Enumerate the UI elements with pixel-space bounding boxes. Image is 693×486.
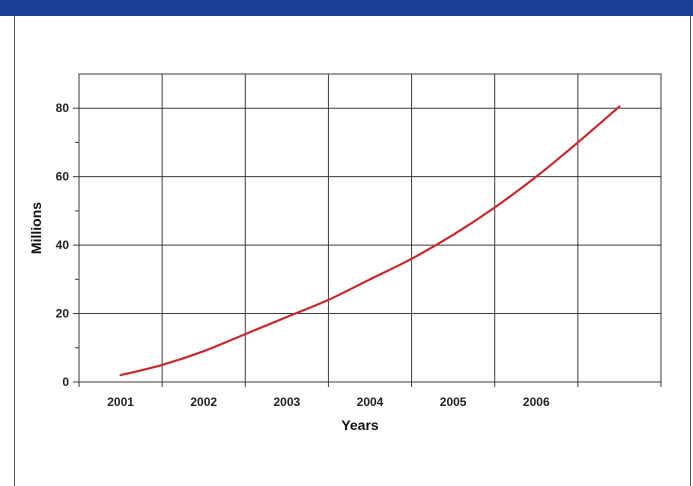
series-line	[121, 107, 620, 376]
y-tick-label: 60	[56, 170, 70, 184]
y-axis-title: Millions	[28, 202, 44, 254]
y-tick-label: 40	[56, 238, 70, 252]
x-axis-title: Years	[341, 417, 379, 433]
y-tick-label: 0	[62, 375, 69, 389]
x-tick-label: 2002	[190, 395, 217, 409]
y-tick-label: 80	[56, 101, 70, 115]
x-tick-label: 2004	[357, 395, 384, 409]
y-axis: 0 20 40 60 80	[56, 101, 79, 389]
x-tick-label: 2003	[274, 395, 301, 409]
y-tick-label: 20	[56, 307, 70, 321]
x-tick-label: 2005	[440, 395, 467, 409]
x-axis: 2001 2002 2003 2004 2005 2006	[79, 382, 661, 409]
grid-lines	[79, 74, 661, 382]
x-tick-label: 2001	[107, 395, 134, 409]
x-tick-label: 2006	[523, 395, 550, 409]
plot-area-border	[79, 74, 661, 382]
